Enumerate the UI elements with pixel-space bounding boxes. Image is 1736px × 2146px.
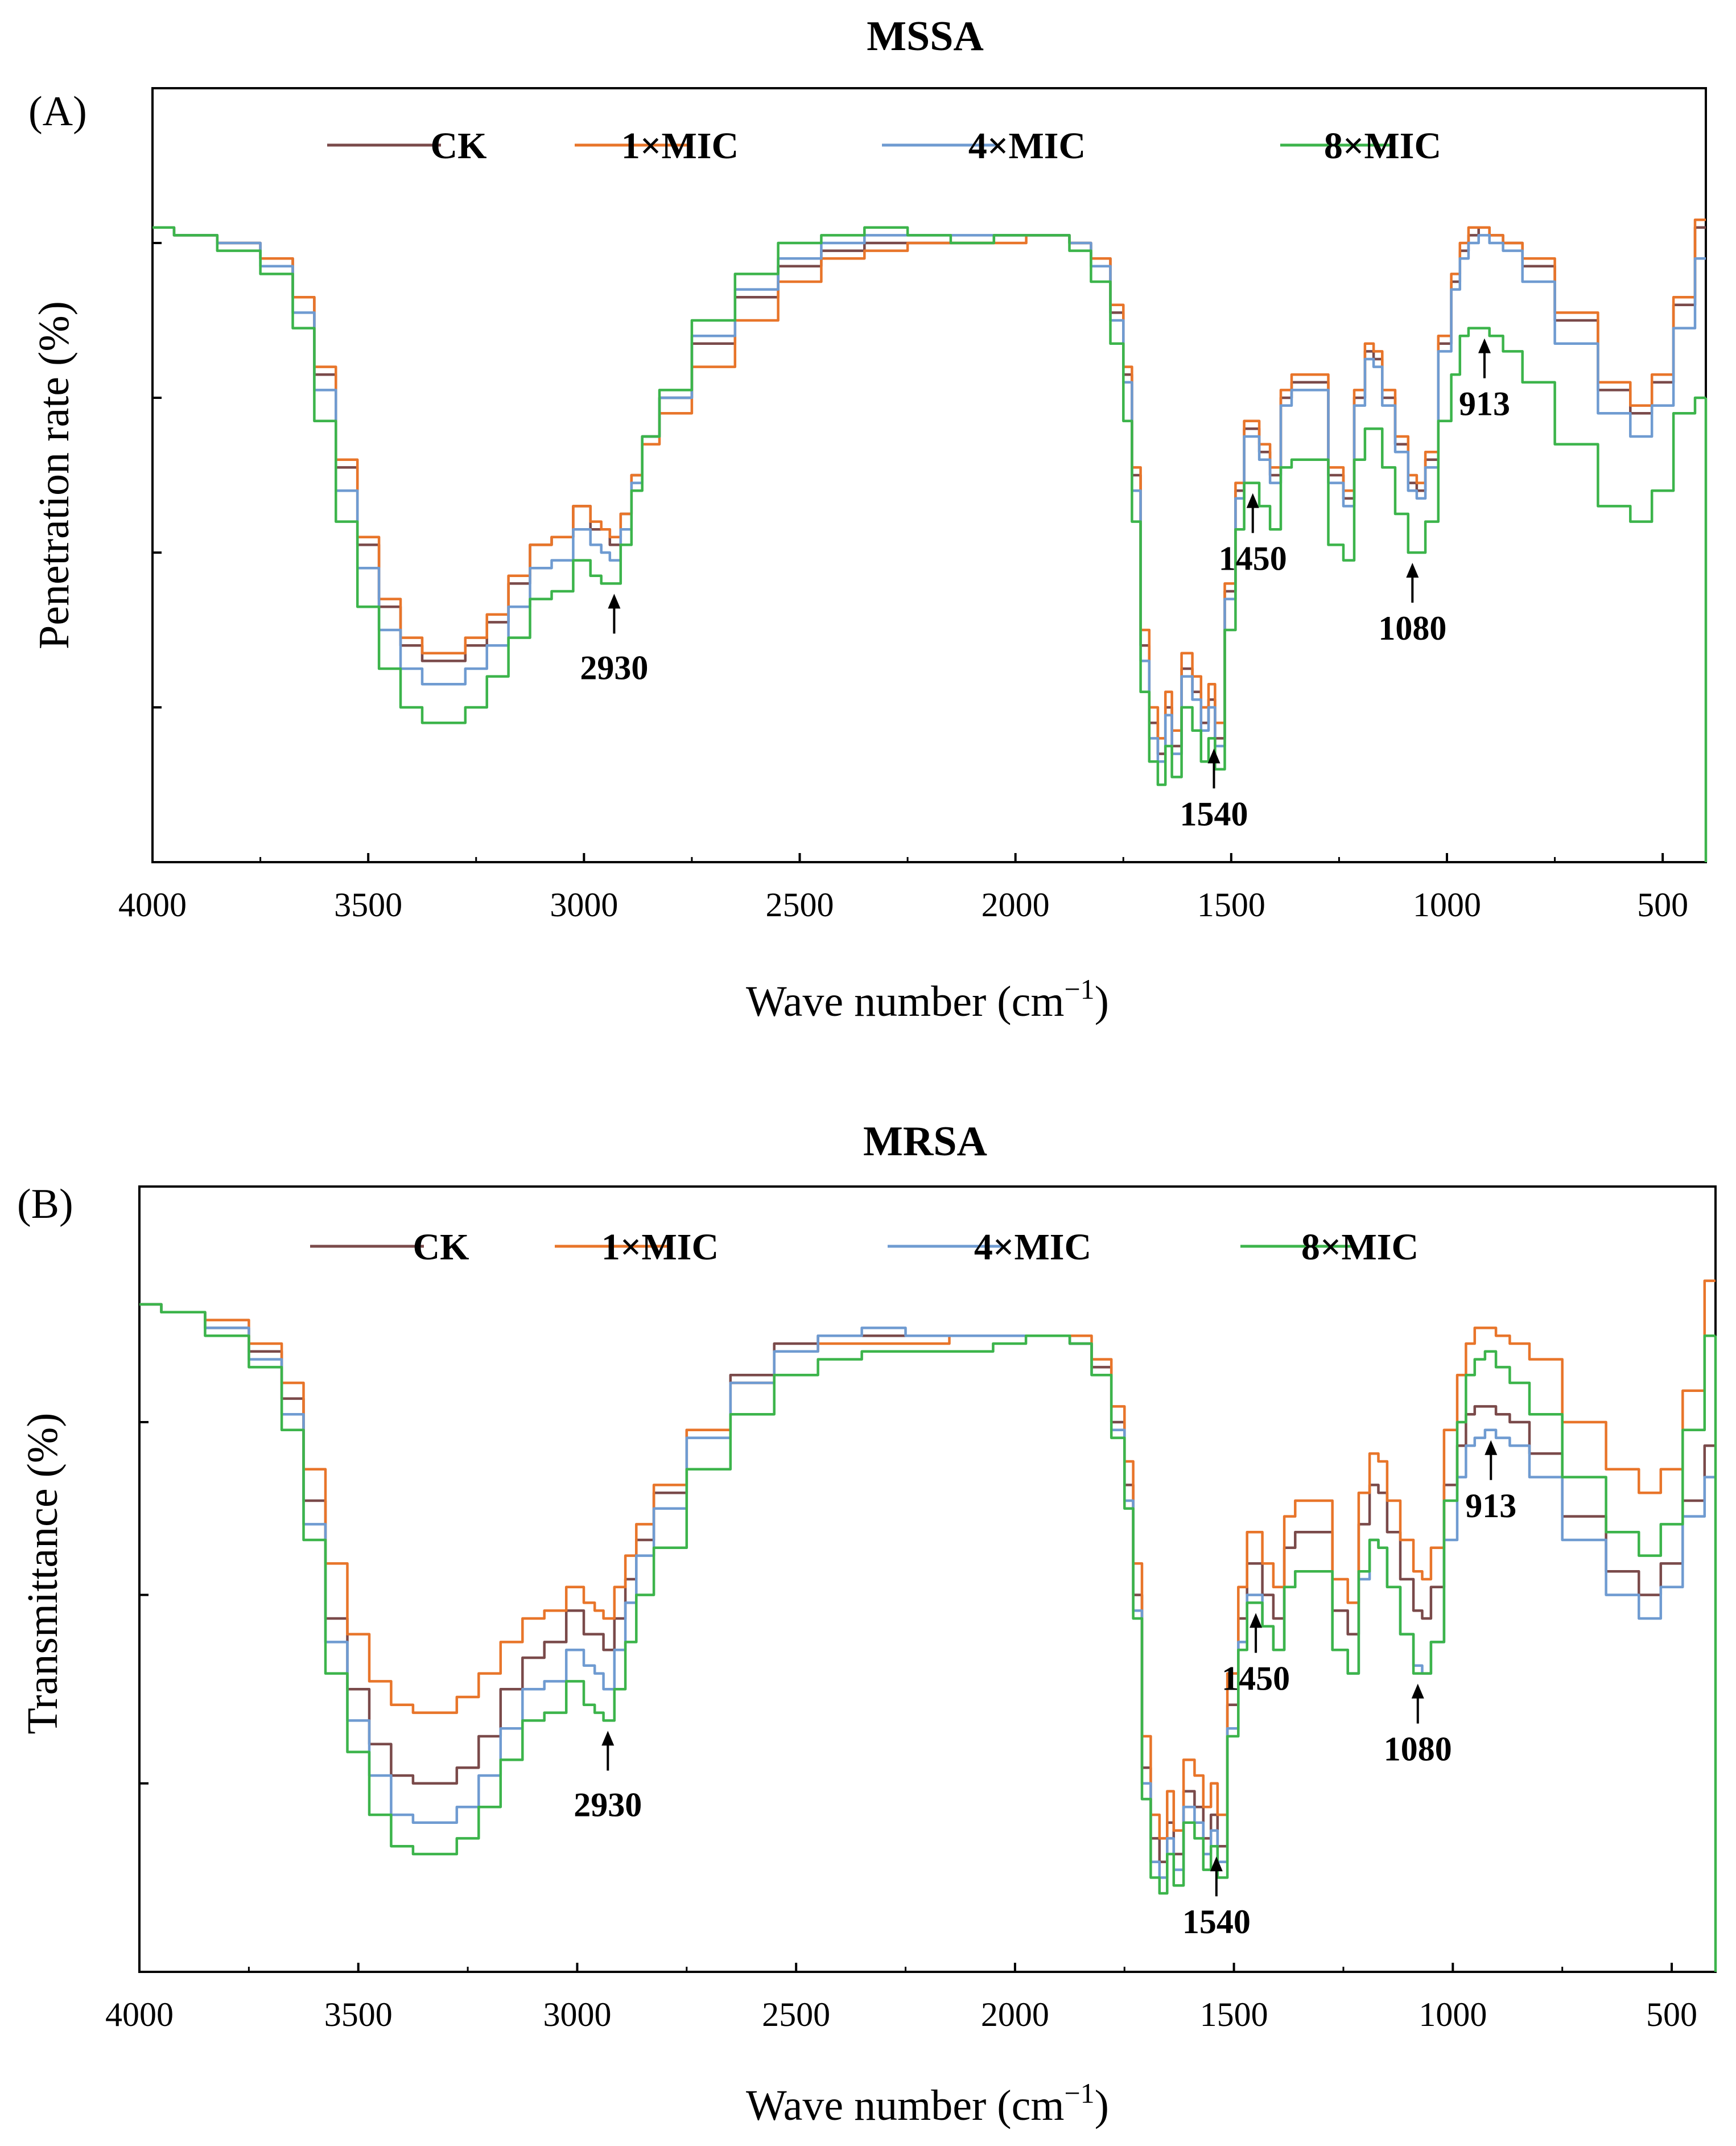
peak-annotations: 2930 1540 1450 1080 913 (574, 1440, 1516, 1941)
annotation-arrowhead (1246, 493, 1259, 508)
chart-title: MSSA (867, 13, 984, 60)
x-tick-label: 4000 (105, 1996, 174, 2033)
annotation-label: 913 (1459, 385, 1510, 423)
annotation-arrowhead (1478, 338, 1491, 353)
x-tick-label: 4000 (118, 886, 187, 924)
series-line-4×MIC (139, 1303, 1716, 1879)
series-line-4×MIC (152, 226, 1706, 763)
x-axis-label: Wave number (cm−1) (746, 2077, 1109, 2129)
series-line-8×MIC (152, 226, 1706, 786)
x-tick-label: 500 (1637, 886, 1688, 924)
y-axis (139, 1421, 149, 1785)
legend: CK 1×MIC 4×MIC 8×MIC (327, 125, 1441, 167)
series-line-1×MIC (139, 1279, 1716, 1840)
x-tick-label: 1500 (1200, 1996, 1268, 2033)
panel-label: (B) (17, 1181, 73, 1228)
series-line-CK (139, 1303, 1716, 1864)
annotation-arrowhead (608, 594, 621, 609)
y-axis-label: Penetration rate (%) (30, 301, 78, 649)
annotation-label: 1080 (1384, 1731, 1452, 1768)
series-line-1×MIC (152, 218, 1706, 740)
annotation-arrowhead (1411, 1683, 1424, 1699)
legend-label: 8×MIC (1301, 1226, 1419, 1268)
legend-label: CK (413, 1226, 469, 1268)
x-axis: 4000 3500 3000 2500 2000 1500 1000 500 (105, 1963, 1697, 2033)
x-tick-label: 2500 (766, 886, 834, 924)
x-tick-label: 2500 (762, 1996, 830, 2033)
series-line-CK (152, 226, 1706, 755)
series-lines (139, 1279, 1717, 1972)
annotation-label: 2930 (580, 649, 648, 686)
x-tick-label: 3000 (550, 886, 618, 924)
y-axis (152, 242, 162, 709)
x-axis-label: Wave number (cm−1) (746, 973, 1109, 1025)
annotation-label: 2930 (574, 1786, 642, 1823)
annotation-label: 1540 (1180, 795, 1248, 833)
legend-label: 1×MIC (601, 1226, 719, 1268)
peak-annotations: 2930 1540 1450 1080 913 (580, 338, 1510, 833)
series-line-8×MIC (139, 1303, 1716, 1895)
x-tick-label: 3500 (334, 886, 402, 924)
annotation-arrowhead (601, 1731, 615, 1746)
annotation-label: 1080 (1378, 609, 1446, 647)
panel-b: MRSA (B) Transmittance (%) Wave number (… (17, 1118, 1717, 2129)
x-tick-label: 1000 (1413, 886, 1481, 924)
plot-frame (151, 87, 1707, 863)
x-tick-label: 1500 (1197, 886, 1265, 924)
legend-label: 8×MIC (1324, 125, 1441, 167)
legend-label: CK (431, 125, 487, 167)
x-tick-label: 500 (1646, 1996, 1697, 2033)
annotation-arrowhead (1485, 1440, 1498, 1455)
y-axis-label: Transmittance (%) (19, 1413, 67, 1735)
panel-a: MSSA (A) Penetration rate (%) Wave numbe… (28, 13, 1708, 1025)
series-lines (152, 218, 1708, 862)
annotation-arrowhead (1207, 748, 1220, 764)
legend-label: 4×MIC (968, 125, 1086, 167)
x-tick-label: 3500 (324, 1996, 393, 2033)
panel-label: (A) (28, 88, 87, 135)
x-tick-label: 3000 (543, 1996, 611, 2033)
annotation-label: 1450 (1222, 1659, 1290, 1697)
x-tick-label: 2000 (981, 1996, 1049, 2033)
x-axis: 4000 3500 3000 2500 2000 1500 1000 500 (118, 853, 1688, 924)
annotation-label: 913 (1465, 1487, 1516, 1525)
annotation-arrowhead (1406, 563, 1419, 578)
x-tick-label: 1000 (1419, 1996, 1487, 2033)
annotation-label: 1540 (1182, 1903, 1251, 1941)
annotation-label: 1450 (1219, 540, 1287, 578)
x-tick-label: 2000 (982, 886, 1050, 924)
plot-frame (138, 1185, 1717, 1973)
chart-title: MRSA (863, 1118, 987, 1165)
legend-label: 4×MIC (974, 1226, 1091, 1268)
legend: CK 1×MIC 4×MIC 8×MIC (310, 1226, 1419, 1268)
annotation-arrowhead (1210, 1856, 1223, 1872)
annotation-arrowhead (1250, 1613, 1263, 1628)
legend-label: 1×MIC (621, 125, 739, 167)
